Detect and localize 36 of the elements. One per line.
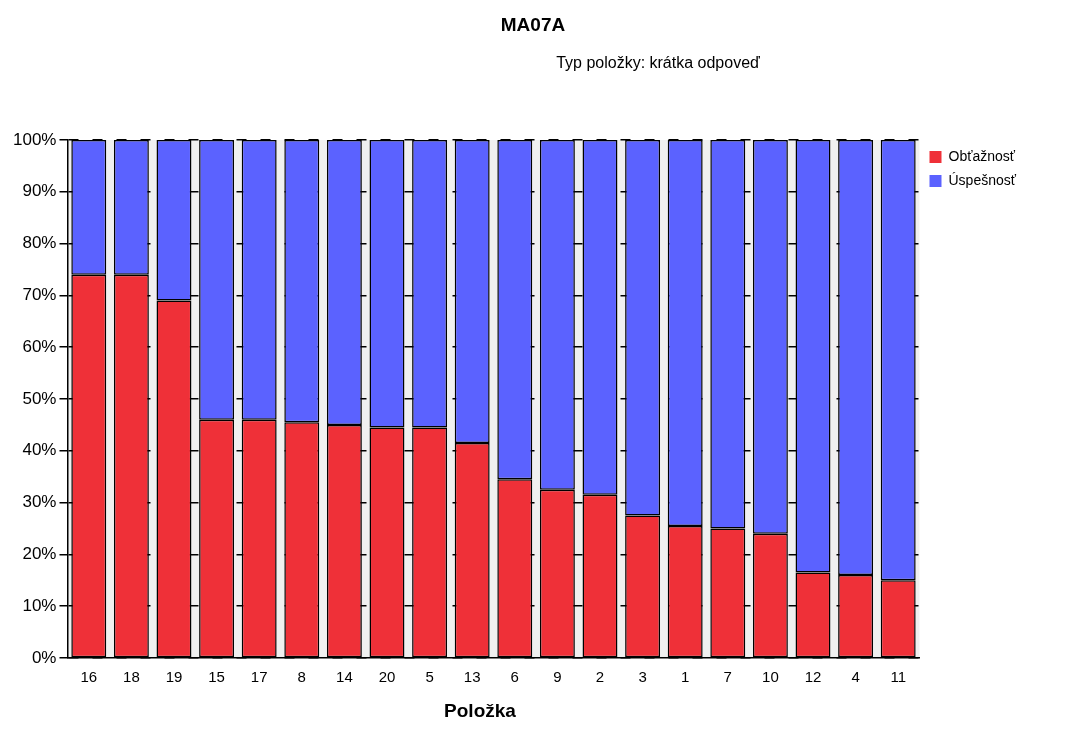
x-tick-label: 16 bbox=[80, 668, 98, 686]
legend-label: Obťažnosť bbox=[948, 147, 1016, 164]
x-tick-label: 12 bbox=[804, 668, 822, 686]
x-tick-label: 11 bbox=[890, 668, 906, 686]
x-tick-label: 18 bbox=[123, 668, 140, 686]
y-tick-label: 80% bbox=[22, 233, 57, 253]
chart-title: MA07A bbox=[499, 14, 567, 36]
x-tick-label: 3 bbox=[638, 668, 647, 686]
x-tick-label: 20 bbox=[378, 668, 396, 686]
x-axis-title: Položka bbox=[443, 700, 517, 722]
chart-subtitle: Typ položky: krátka odpoveď bbox=[555, 54, 761, 72]
x-tick-label: 8 bbox=[297, 668, 306, 686]
x-tick-label: 5 bbox=[425, 668, 434, 686]
y-tick-label: 0% bbox=[31, 647, 57, 667]
y-tick-label: 60% bbox=[22, 336, 57, 356]
x-tick-label: 19 bbox=[165, 668, 183, 686]
x-tick-label: 4 bbox=[851, 668, 860, 686]
y-tick-label: 100% bbox=[13, 129, 57, 149]
x-tick-label: 14 bbox=[336, 668, 353, 686]
x-tick-label: 7 bbox=[723, 668, 732, 686]
y-tick-label: 30% bbox=[22, 492, 57, 512]
x-tick-label: 13 bbox=[463, 668, 481, 686]
y-tick-label: 70% bbox=[22, 285, 57, 305]
x-tick-label: 1 bbox=[681, 668, 690, 686]
x-tick-label: 17 bbox=[250, 668, 268, 686]
y-tick-label: 50% bbox=[22, 388, 57, 408]
y-tick-label: 10% bbox=[22, 595, 57, 615]
x-tick-label: 10 bbox=[762, 668, 779, 686]
x-tick-label: 15 bbox=[208, 668, 225, 686]
y-tick-label: 90% bbox=[22, 181, 57, 201]
y-tick-label: 40% bbox=[22, 440, 57, 460]
legend-label: Úspešnosť bbox=[948, 171, 1017, 188]
x-tick-label: 6 bbox=[510, 668, 519, 686]
x-tick-label: 9 bbox=[553, 668, 562, 686]
y-tick-label: 20% bbox=[22, 544, 57, 564]
x-tick-label: 2 bbox=[595, 668, 605, 686]
